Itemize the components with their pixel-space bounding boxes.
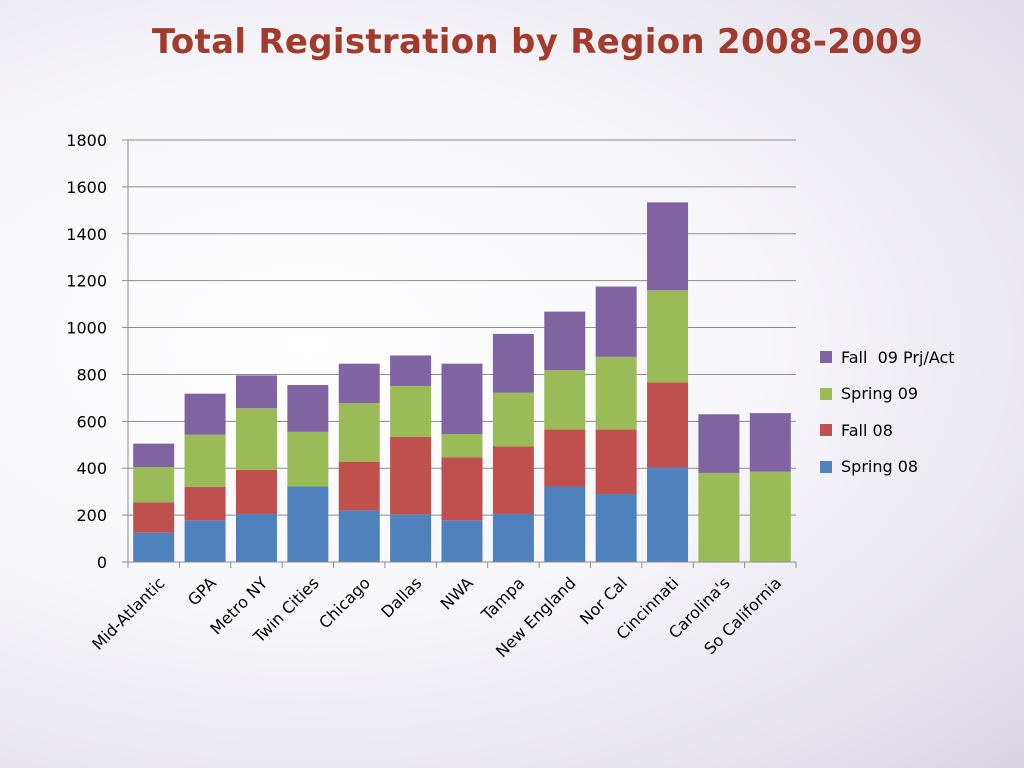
bar-nwa-fall-08: [441, 457, 483, 521]
legend-swatch: [820, 460, 832, 473]
bar-chicago-fall-08: [338, 461, 380, 511]
bar-nor-cal-spring-09: [595, 356, 637, 430]
legend-swatch: [820, 424, 832, 437]
legend-label: Fall 09 Prj/Act: [841, 347, 955, 367]
legend-swatch: [820, 387, 832, 400]
legend-item: Spring 09: [820, 376, 955, 413]
bar-new-england-spring-08: [544, 486, 586, 562]
legend-item: Fall 09 Prj/Act: [820, 339, 955, 376]
bar-cincinnati-fall-08: [647, 382, 689, 468]
x-tick-label: Mid-Atlantic: [88, 573, 168, 653]
y-tick-label: 0: [97, 553, 107, 572]
bar-gpa-spring-08: [184, 520, 226, 562]
bar-nor-cal-spring-08: [595, 494, 637, 562]
bar-twin-cities-fall-09-prj-act: [287, 384, 329, 432]
bar-mid-atlantic-fall-09-prj-act: [133, 443, 175, 468]
bar-mid-atlantic-spring-09: [133, 467, 175, 503]
y-axis-ticks: 0 200 400 600 800 1000 1200 1400 1600 1800: [66, 131, 128, 572]
bar-new-england-spring-09: [544, 370, 586, 430]
bar-carolina-s-spring-09: [698, 472, 740, 562]
bar-cincinnati-spring-09: [647, 290, 689, 383]
bar-dallas-spring-08: [390, 514, 432, 562]
x-axis-ticks: [127, 562, 797, 568]
bar-metro-ny-fall-09-prj-act: [235, 375, 277, 409]
y-tick-label: 1000: [66, 319, 107, 338]
y-tick-label: 1800: [66, 131, 107, 150]
legend-item: Fall 08: [820, 412, 955, 449]
legend-label: Spring 09: [841, 384, 919, 404]
bar-gpa-fall-09-prj-act: [184, 393, 226, 435]
x-tick-label: Chicago: [315, 573, 374, 632]
bar-carolina-s-fall-09-prj-act: [698, 414, 740, 473]
legend-label: Spring 08: [841, 457, 919, 477]
y-tick-label: 200: [76, 506, 107, 525]
bar-cincinnati-fall-09-prj-act: [647, 202, 689, 291]
bar-cincinnati-spring-08: [647, 467, 689, 562]
bar-nor-cal-fall-08: [595, 429, 637, 495]
bar-tampa-spring-09: [492, 392, 534, 447]
bar-mid-atlantic-spring-08: [133, 532, 175, 562]
bar-nwa-fall-09-prj-act: [441, 363, 483, 434]
bar-gpa-fall-08: [184, 486, 226, 521]
y-tick-label: 1400: [66, 225, 107, 244]
y-tick-label: 1600: [66, 178, 107, 197]
bar-dallas-fall-09-prj-act: [390, 355, 432, 386]
axes: [127, 140, 796, 563]
legend-item: Spring 08: [820, 449, 955, 486]
bars: [133, 202, 791, 562]
y-tick-label: 400: [76, 459, 107, 478]
chart-title: Total Registration by Region 2008-2009: [151, 22, 924, 62]
bar-dallas-fall-08: [390, 437, 432, 515]
bar-tampa-fall-09-prj-act: [492, 333, 534, 393]
x-tick-label: Dallas: [377, 573, 425, 621]
legend: Fall 09 Prj/Act Spring 09 Fall 08 Spring 08: [820, 339, 955, 485]
y-tick-label: 800: [76, 365, 107, 384]
bar-gpa-spring-09: [184, 434, 226, 487]
legend-label: Fall 08: [841, 420, 893, 440]
bar-twin-cities-spring-08: [287, 486, 329, 562]
y-tick-label: 600: [76, 412, 107, 431]
bar-chicago-fall-09-prj-act: [338, 363, 380, 404]
bar-chicago-spring-09: [338, 403, 380, 462]
legend-swatch: [820, 351, 832, 364]
y-tick-label: 1200: [66, 272, 107, 291]
bar-nwa-spring-08: [441, 520, 483, 562]
bar-new-england-fall-08: [544, 429, 586, 487]
x-tick-label: NWA: [437, 573, 477, 613]
x-tick-label: GPA: [184, 573, 220, 609]
bar-so-california-fall-09-prj-act: [749, 413, 791, 472]
bar-chicago-spring-08: [338, 510, 380, 562]
bar-so-california-spring-09: [749, 471, 791, 562]
x-tick-label: Tampa: [477, 573, 528, 624]
bar-dallas-spring-09: [390, 385, 432, 438]
bar-tampa-fall-08: [492, 446, 534, 514]
bar-metro-ny-spring-08: [235, 513, 277, 562]
bar-tampa-spring-08: [492, 513, 534, 562]
bar-nor-cal-fall-09-prj-act: [595, 286, 637, 357]
bar-new-england-fall-09-prj-act: [544, 311, 586, 371]
bar-twin-cities-spring-09: [287, 431, 329, 487]
bar-mid-atlantic-fall-08: [133, 502, 175, 533]
bar-metro-ny-spring-09: [235, 408, 277, 470]
bar-nwa-spring-09: [441, 433, 483, 458]
bar-metro-ny-fall-08: [235, 469, 277, 514]
